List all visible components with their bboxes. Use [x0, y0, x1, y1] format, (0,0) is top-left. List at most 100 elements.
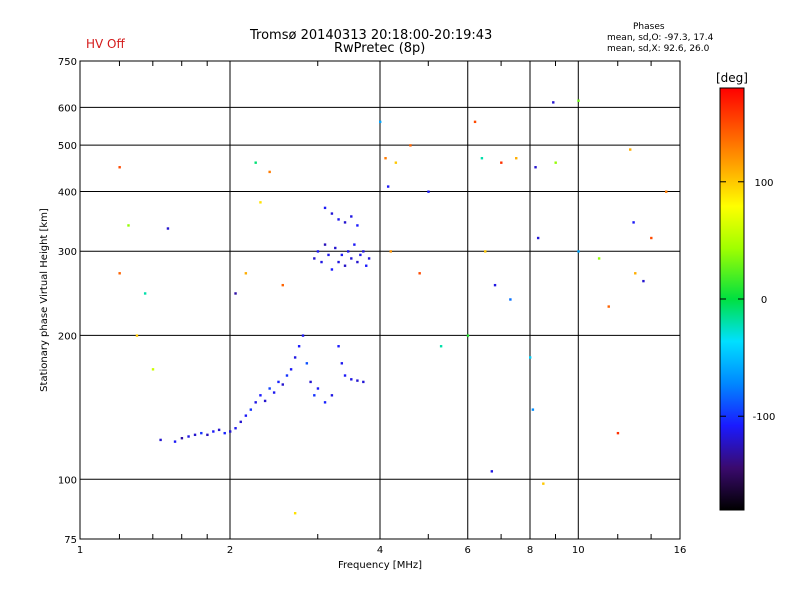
data-point — [340, 362, 344, 365]
data-point — [135, 334, 139, 337]
data-point — [259, 201, 262, 204]
echo-points — [118, 99, 668, 515]
data-point — [268, 170, 271, 174]
data-point — [343, 374, 347, 377]
data-point — [629, 148, 632, 151]
data-point — [473, 120, 477, 124]
data-point — [313, 394, 316, 397]
data-point — [418, 272, 421, 275]
data-point — [409, 144, 412, 147]
data-point — [187, 435, 190, 438]
chart-title-line1: Tromsø 20140313 20:18:00-20:19:43 — [250, 28, 493, 43]
data-point — [427, 190, 430, 193]
data-point — [159, 438, 162, 442]
phase-stats-title: Phases — [633, 22, 665, 32]
data-point — [234, 427, 237, 430]
data-point — [362, 250, 365, 253]
colorbar-title: [deg] — [716, 71, 748, 85]
data-point — [500, 161, 503, 164]
data-point — [343, 221, 347, 224]
data-point — [301, 334, 305, 337]
data-point — [316, 387, 320, 390]
colorbar-tick-label: -100 — [753, 412, 776, 423]
data-point — [330, 212, 334, 215]
data-point — [379, 120, 382, 124]
data-point — [350, 257, 353, 260]
data-point — [531, 408, 535, 411]
colorbar-ticks: 100 0 -100 — [720, 178, 775, 423]
data-point — [490, 470, 494, 473]
chart-title-line2: RwPretec (8p) — [334, 41, 426, 56]
colorbar-tick-label: 100 — [754, 178, 773, 189]
data-point — [529, 356, 532, 359]
data-point — [337, 218, 340, 221]
data-point — [263, 399, 267, 403]
data-point — [542, 482, 545, 485]
data-point — [151, 368, 155, 371]
data-point — [330, 268, 334, 271]
data-point — [277, 380, 280, 384]
data-point — [439, 345, 443, 348]
data-point — [206, 433, 209, 437]
data-point — [577, 99, 580, 102]
data-point — [200, 431, 203, 435]
data-point — [217, 428, 221, 432]
data-point — [323, 243, 327, 246]
data-point — [313, 257, 316, 260]
data-point — [268, 387, 271, 390]
data-point — [534, 166, 537, 169]
data-point — [554, 161, 557, 164]
phase-stats-x-line: mean, sd,X: 92.6, 26.0 — [607, 44, 710, 54]
data-point — [297, 345, 301, 348]
y-tick-label: 300 — [58, 247, 77, 258]
data-point — [259, 394, 262, 397]
x-tick-label: 1 — [77, 545, 83, 556]
y-tick-label: 400 — [58, 187, 77, 198]
x-tick-label: 2 — [227, 545, 233, 556]
data-point — [359, 253, 362, 257]
data-point — [272, 391, 276, 394]
data-point — [665, 190, 668, 193]
phase-stats-o-line: mean, sd,O: -97.3, 17.4 — [607, 33, 714, 43]
data-point — [607, 305, 610, 308]
data-point — [118, 272, 121, 275]
data-point — [193, 433, 197, 437]
y-tick-label: 200 — [58, 331, 77, 342]
data-point — [362, 380, 365, 384]
data-point — [285, 374, 289, 377]
data-point — [118, 166, 121, 169]
data-point — [346, 250, 350, 253]
y-tick-label: 500 — [58, 141, 77, 152]
plot-grid — [80, 61, 680, 539]
data-point — [356, 260, 359, 264]
data-point — [634, 272, 637, 275]
y-tick-label: 750 — [58, 57, 77, 68]
data-point — [305, 362, 309, 365]
data-point — [484, 250, 487, 253]
data-point — [343, 264, 347, 267]
x-tick-label: 10 — [572, 545, 585, 556]
data-point — [223, 431, 226, 435]
data-point — [254, 401, 257, 404]
x-axis-label: Frequency [MHz] — [338, 560, 422, 571]
data-point — [166, 227, 170, 230]
data-point — [466, 334, 470, 337]
data-point — [234, 292, 237, 295]
x-tick-label: 16 — [674, 545, 687, 556]
data-point — [597, 257, 601, 260]
data-point — [632, 221, 635, 224]
data-point — [323, 401, 327, 404]
data-point — [337, 345, 340, 348]
plot-frame — [79, 60, 681, 540]
data-point — [552, 101, 555, 104]
data-point — [337, 260, 340, 264]
data-point — [340, 253, 344, 257]
x-tick-label: 8 — [527, 545, 533, 556]
data-point — [577, 250, 580, 253]
data-point — [536, 236, 540, 240]
data-point — [143, 292, 147, 295]
data-point — [515, 157, 518, 160]
data-point — [334, 246, 337, 250]
data-point — [327, 253, 330, 257]
